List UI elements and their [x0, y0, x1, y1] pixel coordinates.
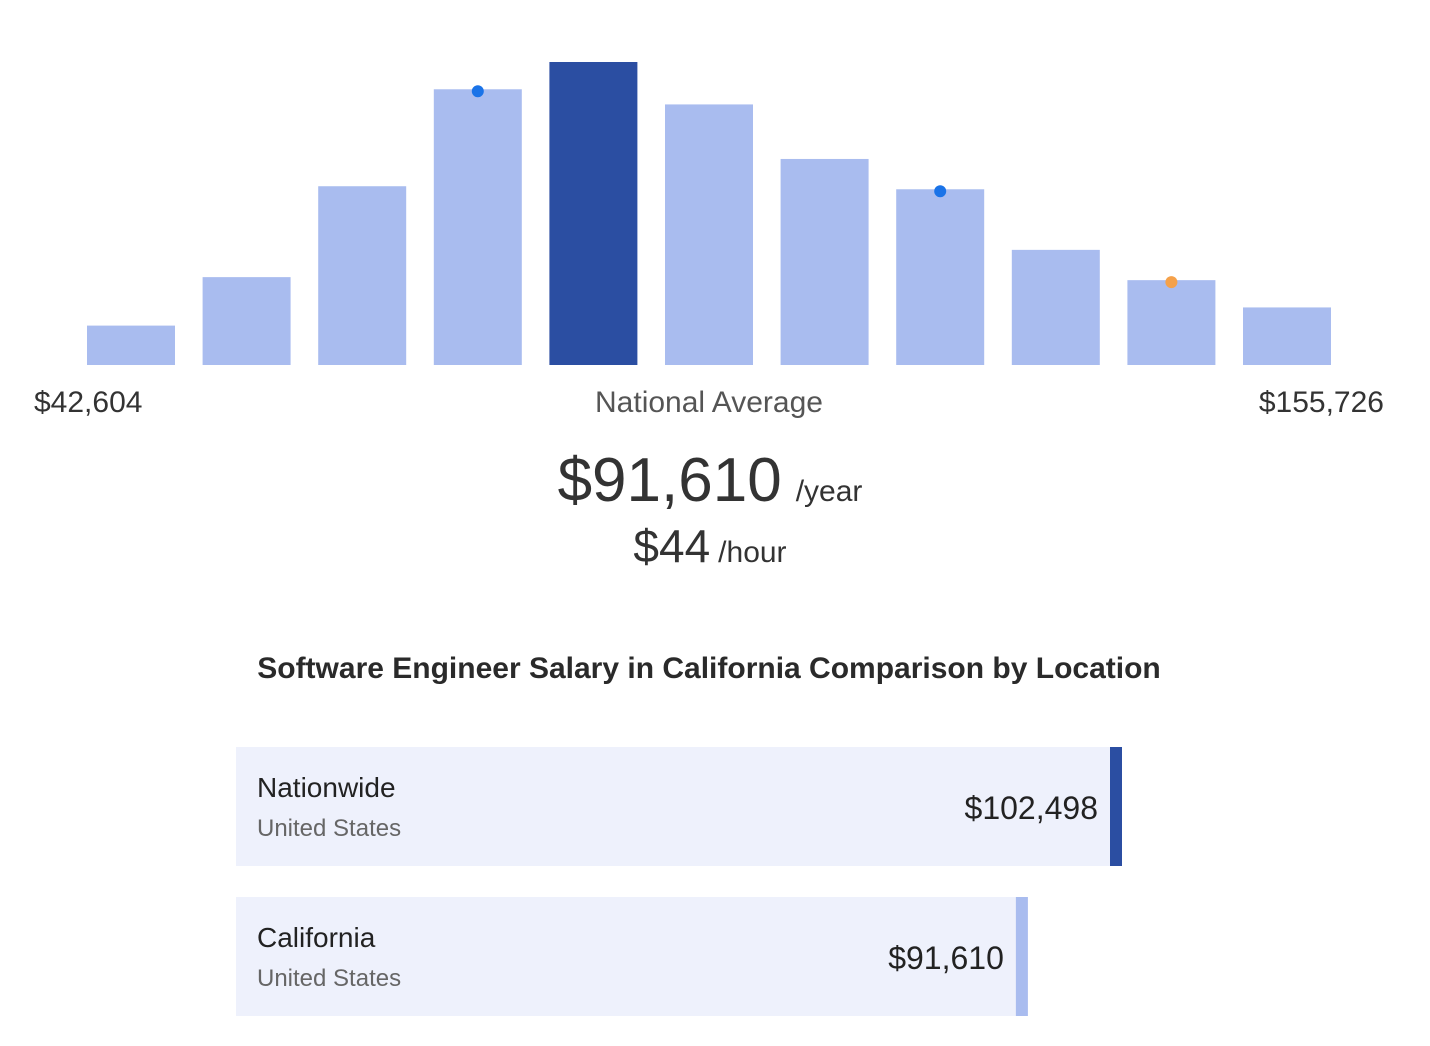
- histogram-bar: [1127, 280, 1216, 365]
- histogram-bar: [433, 89, 522, 366]
- location-salary: $102,498: [965, 790, 1098, 826]
- histogram-bar: [202, 277, 291, 365]
- comparison-title: Software Engineer Salary in California C…: [257, 652, 1161, 685]
- location-name: California: [257, 922, 376, 953]
- histogram-bar: [318, 186, 407, 365]
- histogram-bar: [665, 104, 753, 366]
- histogram-marker: [934, 185, 947, 198]
- histogram-bar: [1011, 249, 1100, 365]
- yearly-salary: $91,610/year: [558, 446, 863, 515]
- range-max: $155,726: [1259, 386, 1384, 419]
- comparison-row: [236, 897, 1028, 1016]
- histogram-bar: [549, 62, 638, 365]
- comparison-row: [236, 747, 1122, 866]
- location-region: United States: [257, 965, 401, 992]
- histogram-bar: [1243, 307, 1331, 365]
- hourly-amount: $44: [633, 520, 710, 572]
- range-min: $42,604: [34, 386, 142, 419]
- histogram-bar: [780, 158, 869, 365]
- comparison-accent: [1110, 747, 1122, 866]
- location-name: Nationwide: [257, 772, 396, 803]
- yearly-amount: $91,610: [558, 446, 782, 515]
- hourly-salary: $44/hour: [633, 520, 786, 572]
- hourly-unit: /hour: [718, 536, 786, 569]
- histogram-marker: [471, 85, 484, 98]
- histogram-bar: [896, 189, 985, 365]
- comparison-accent: [1015, 897, 1028, 1016]
- histogram-bar: [87, 325, 175, 365]
- histogram-caption: National Average: [595, 386, 823, 419]
- location-salary: $91,610: [888, 940, 1004, 976]
- location-region: United States: [257, 815, 401, 842]
- histogram-marker: [1165, 276, 1178, 289]
- yearly-unit: /year: [796, 475, 863, 508]
